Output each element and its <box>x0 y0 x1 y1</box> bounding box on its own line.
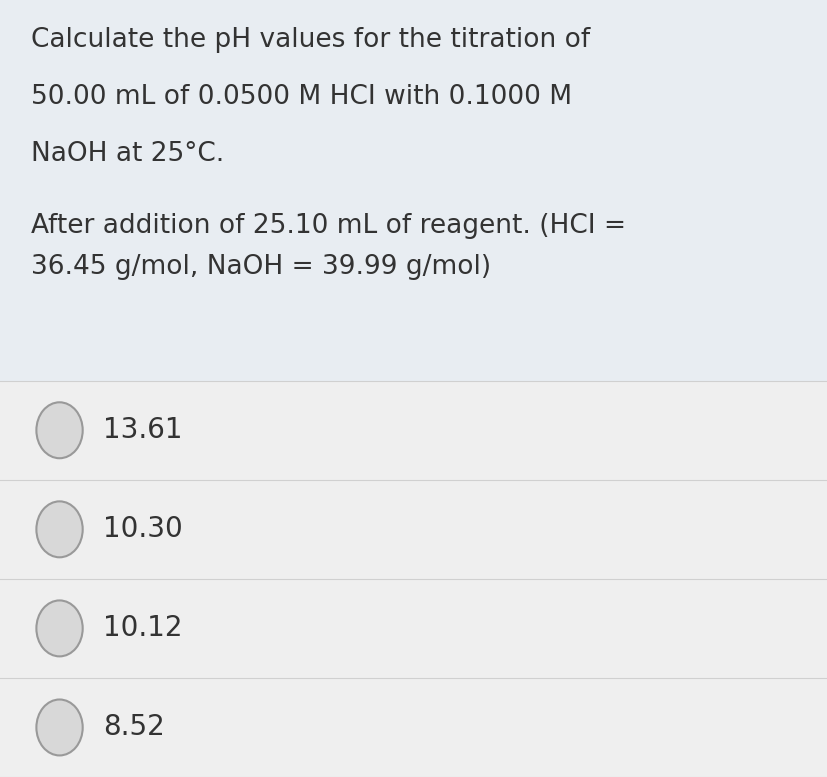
Text: 13.61: 13.61 <box>103 416 183 444</box>
Text: Calculate the pH values for the titration of: Calculate the pH values for the titratio… <box>31 27 590 53</box>
FancyBboxPatch shape <box>0 0 827 381</box>
Ellipse shape <box>36 501 83 557</box>
Text: 8.52: 8.52 <box>103 713 165 741</box>
Ellipse shape <box>36 699 83 755</box>
Text: NaOH at 25°C.: NaOH at 25°C. <box>31 141 225 166</box>
Ellipse shape <box>36 402 83 458</box>
Ellipse shape <box>36 601 83 657</box>
FancyBboxPatch shape <box>0 381 827 777</box>
Text: 10.12: 10.12 <box>103 615 183 643</box>
Text: 50.00 mL of 0.0500 M HCI with 0.1000 M: 50.00 mL of 0.0500 M HCI with 0.1000 M <box>31 84 572 110</box>
Text: After addition of 25.10 mL of reagent. (HCI =: After addition of 25.10 mL of reagent. (… <box>31 213 626 239</box>
Text: 36.45 g/mol, NaOH = 39.99 g/mol): 36.45 g/mol, NaOH = 39.99 g/mol) <box>31 254 491 280</box>
Text: 10.30: 10.30 <box>103 515 183 543</box>
